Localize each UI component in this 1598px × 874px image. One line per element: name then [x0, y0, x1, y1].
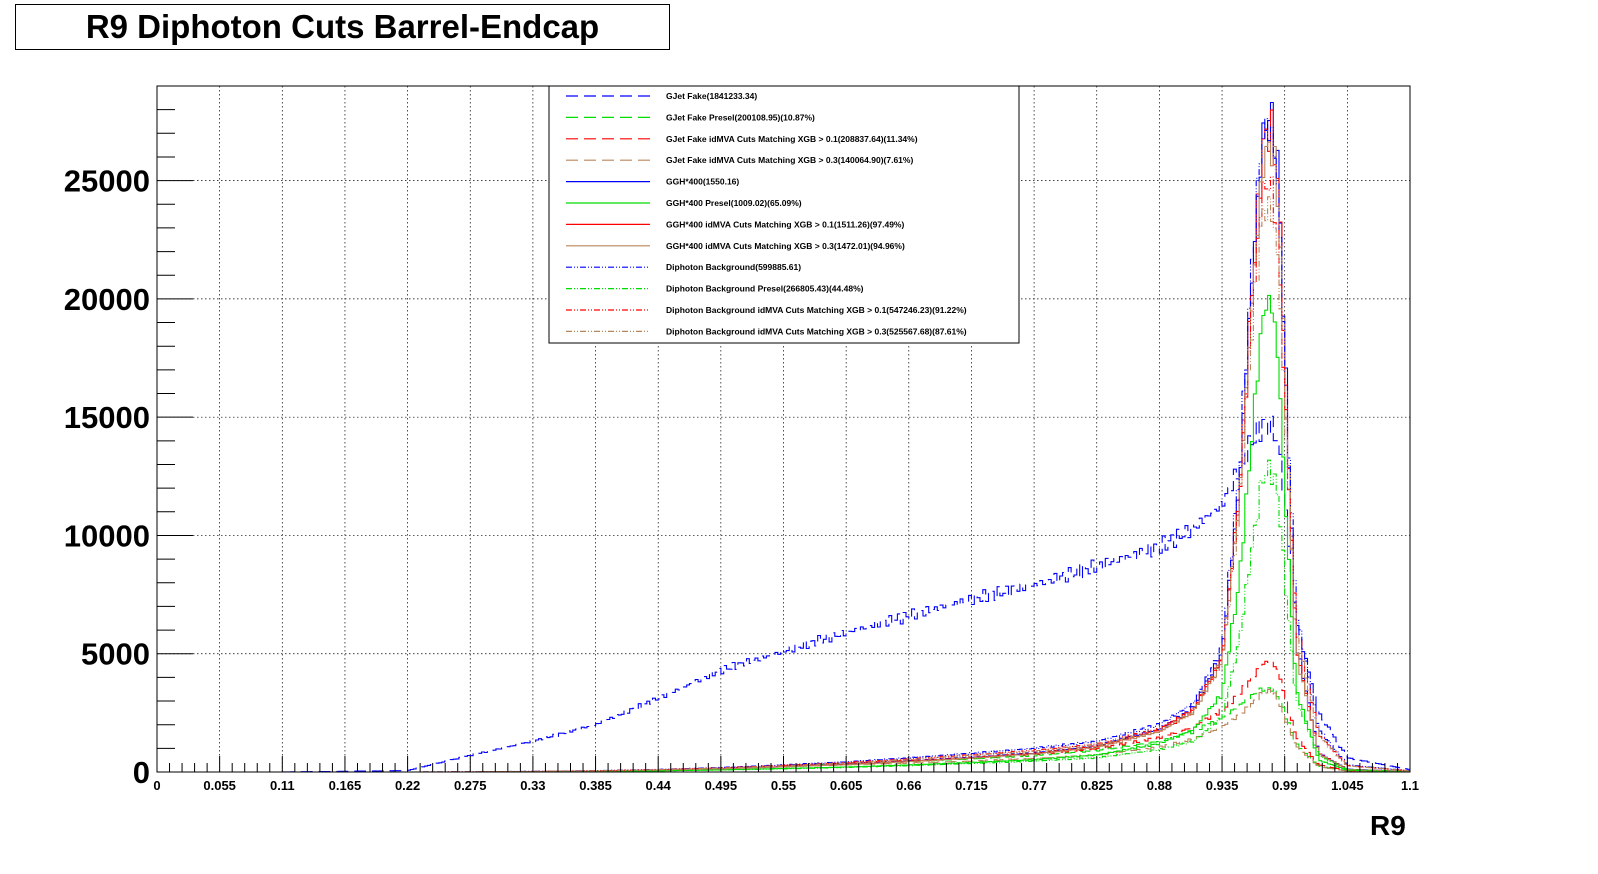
legend-label: GGH*400 idMVA Cuts Matching XGB > 0.1(15…	[666, 219, 904, 229]
legend-label: GJet Fake idMVA Cuts Matching XGB > 0.3(…	[666, 155, 913, 165]
x-tick-label: 0.44	[646, 778, 672, 793]
legend-label: Diphoton Background idMVA Cuts Matching …	[666, 326, 967, 336]
x-tick-label: 0.055	[203, 778, 236, 793]
chart-title-box: R9 Diphoton Cuts Barrel-Endcap	[15, 4, 670, 50]
y-tick-label: 5000	[81, 637, 150, 672]
y-tick-label: 20000	[64, 282, 150, 317]
x-tick-label: 0.825	[1080, 778, 1113, 793]
x-tick-label: 0.55	[771, 778, 796, 793]
legend-label: Diphoton Background Presel(266805.43)(44…	[666, 284, 864, 294]
axes: 0 0.055 0.11 0.165 0.22 0.275 0.33 0.385 0.44 0.4…	[64, 85, 1419, 793]
x-tick-label: 0.99	[1272, 778, 1297, 793]
y-tick-label: 15000	[64, 400, 150, 435]
grid-lines	[157, 86, 1410, 772]
legend-label: GJet Fake(1841233.34)	[666, 91, 757, 101]
y-tick-label: 10000	[64, 518, 150, 553]
x-tick-label: 0	[153, 778, 160, 793]
legend-label: GGH*400(1550.16)	[666, 177, 739, 187]
x-tick-label: 0.935	[1206, 778, 1239, 793]
y-tick-label: 0	[133, 755, 150, 790]
x-tick-label: 0.77	[1021, 778, 1046, 793]
series-line-1	[157, 415, 1410, 773]
legend-label: GJet Fake Presel(200108.95)(10.87%)	[666, 112, 815, 122]
series-line-9	[157, 118, 1410, 773]
chart-title: R9 Diphoton Cuts Barrel-Endcap	[85, 8, 600, 45]
x-tick-label: 0.715	[955, 778, 988, 793]
y-tick-label: 25000	[64, 164, 150, 199]
x-tick-label: 0.605	[830, 778, 863, 793]
x-tick-label: 0.88	[1147, 778, 1172, 793]
x-tick-label: 0.385	[579, 778, 612, 793]
x-tick-label: 0.275	[454, 778, 487, 793]
legend-label: GGH*400 idMVA Cuts Matching XGB > 0.3(14…	[666, 241, 905, 251]
x-tick-label: 0.11	[270, 778, 295, 793]
x-axis-title: R9	[1370, 810, 1406, 841]
legend-label: Diphoton Background idMVA Cuts Matching …	[666, 305, 967, 315]
x-tick-label: 0.165	[329, 778, 362, 793]
legend-label: GGH*400 Presel(1009.02)(65.09%)	[666, 198, 802, 208]
legend-label: Diphoton Background(599885.61)	[666, 262, 801, 272]
x-tick-label: 0.33	[520, 778, 545, 793]
legend: GJet Fake(1841233.34) GJet Fake Presel(20…	[548, 85, 1020, 344]
x-tick-label: 1.1	[1401, 778, 1419, 793]
legend-box	[548, 85, 1020, 344]
x-tick-label: 0.495	[705, 778, 738, 793]
x-tick-label: 0.22	[395, 778, 420, 793]
x-tick-label: 1.045	[1331, 778, 1364, 793]
legend-label: GJet Fake idMVA Cuts Matching XGB > 0.1(…	[666, 134, 918, 144]
x-tick-label: 0.66	[896, 778, 921, 793]
